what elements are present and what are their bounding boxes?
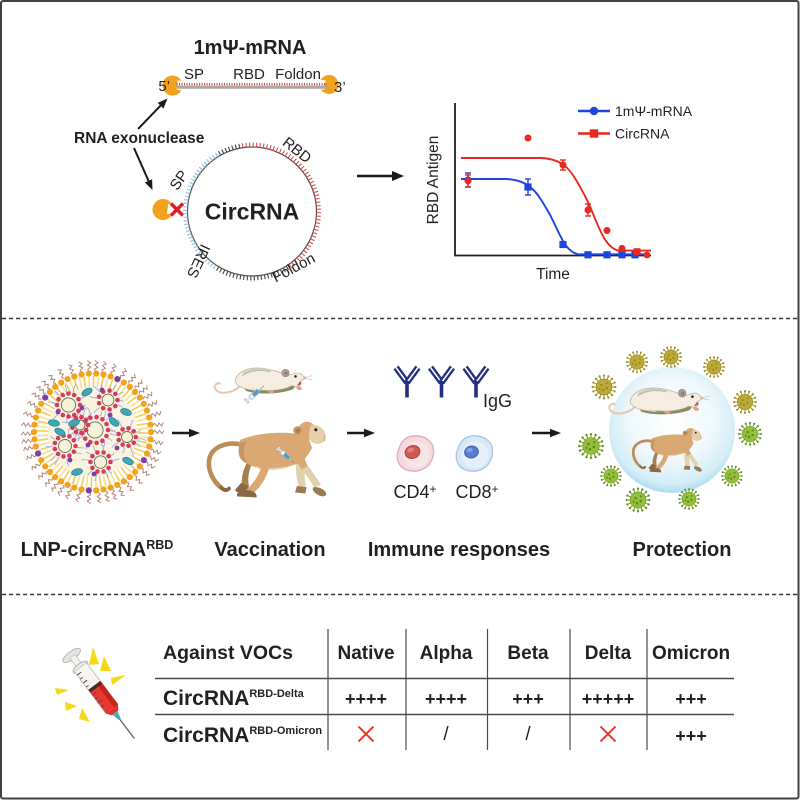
svg-text:5’: 5’	[158, 78, 170, 95]
svg-text:Time: Time	[536, 266, 570, 283]
svg-text:Native: Native	[337, 643, 394, 664]
svg-text:Alpha: Alpha	[420, 643, 473, 664]
svg-text:+++: +++	[675, 726, 707, 746]
svg-text:IRES: IRES	[183, 241, 213, 280]
svg-text:++++: ++++	[345, 689, 387, 709]
svg-text:LNP-circRNARBD: LNP-circRNARBD	[21, 538, 174, 561]
svg-text:RBD Antigen: RBD Antigen	[425, 136, 442, 225]
svg-text:Protection: Protection	[633, 539, 732, 561]
svg-text:RBD: RBD	[233, 66, 265, 83]
svg-text:1mΨ-mRNA: 1mΨ-mRNA	[194, 37, 307, 59]
svg-text:Delta: Delta	[585, 643, 632, 664]
svg-text:CircRNA: CircRNA	[205, 199, 300, 225]
svg-text:SP: SP	[184, 66, 204, 83]
svg-text:CircRNARBD-Delta: CircRNARBD-Delta	[163, 687, 305, 710]
svg-text:+++: +++	[675, 689, 707, 709]
svg-text:IgG: IgG	[483, 391, 512, 411]
svg-text:CD8+: CD8+	[455, 482, 498, 502]
svg-text:CircRNA: CircRNA	[615, 126, 670, 142]
svg-text:Foldon: Foldon	[275, 66, 321, 83]
svg-text:3’: 3’	[334, 79, 346, 96]
svg-text:Immune responses: Immune responses	[368, 539, 550, 561]
svg-text:/: /	[525, 724, 531, 745]
svg-text:+++: +++	[512, 689, 544, 709]
svg-text:/: /	[443, 724, 449, 745]
svg-text:Vaccination: Vaccination	[214, 539, 325, 561]
svg-text:+++++: +++++	[582, 689, 635, 709]
svg-text:CD4+: CD4+	[393, 482, 436, 502]
svg-text:CircRNARBD-Omicron: CircRNARBD-Omicron	[163, 724, 322, 747]
svg-text:Beta: Beta	[507, 643, 549, 664]
svg-text:++++: ++++	[425, 689, 467, 709]
svg-text:Against VOCs: Against VOCs	[163, 642, 293, 664]
svg-text:1mΨ-mRNA: 1mΨ-mRNA	[615, 103, 693, 119]
svg-text:Omicron: Omicron	[652, 643, 730, 664]
svg-text:RNA exonuclease: RNA exonuclease	[74, 130, 205, 147]
